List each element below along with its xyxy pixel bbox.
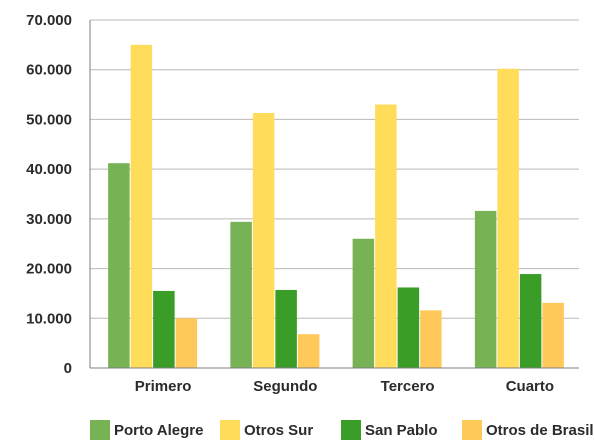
y-tick-label: 0 bbox=[64, 360, 72, 377]
y-tick-label: 70.000 bbox=[26, 12, 72, 29]
bar-porto-alegre-primero bbox=[108, 163, 130, 368]
bar-porto-alegre-segundo bbox=[230, 221, 252, 368]
legend-swatch bbox=[462, 420, 482, 440]
bar-porto-alegre-cuarto bbox=[474, 210, 497, 368]
bar-san-pablo-tercero bbox=[397, 287, 420, 368]
legend-label: San Pablo bbox=[365, 422, 438, 439]
legend-label: Porto Alegre bbox=[114, 422, 203, 439]
bar-otros-sur-cuarto bbox=[497, 68, 519, 368]
legend-item: Otros Sur bbox=[220, 420, 313, 440]
legend-item: San Pablo bbox=[341, 420, 438, 440]
x-category-label: Primero bbox=[135, 378, 192, 395]
legend: Porto Alegre Otros Sur San Pablo Otros de B… bbox=[90, 420, 594, 440]
bar-otros-sur-segundo bbox=[252, 112, 275, 368]
legend-item: Porto Alegre bbox=[90, 420, 203, 440]
legend-swatch bbox=[220, 420, 240, 440]
y-tick-label: 30.000 bbox=[26, 211, 72, 228]
bar-san-pablo-primero bbox=[153, 290, 175, 368]
legend-label: Otros de Brasil bbox=[486, 422, 594, 439]
legend-swatch bbox=[341, 420, 361, 440]
gridlines bbox=[90, 19, 579, 319]
legend-swatch bbox=[90, 420, 110, 440]
y-tick-label: 40.000 bbox=[26, 161, 72, 178]
x-category-labels: Primero Segundo Tercero Cuarto bbox=[135, 378, 554, 395]
bar-otros-sur-tercero bbox=[375, 104, 397, 368]
bar-san-pablo-cuarto bbox=[519, 274, 542, 368]
y-tick-labels: 0 10.000 20.000 30.000 40.000 50.000 60.000 70.… bbox=[26, 12, 72, 377]
bar-otros-sur-primero bbox=[130, 44, 153, 368]
bar-porto-alegre-tercero bbox=[352, 238, 375, 368]
y-tick-label: 20.000 bbox=[26, 261, 72, 278]
legend-label: Otros Sur bbox=[244, 422, 313, 439]
bars bbox=[108, 44, 564, 368]
x-category-label: Tercero bbox=[381, 378, 435, 395]
y-tick-label: 10.000 bbox=[26, 310, 72, 327]
bar-otros-de-brasil-cuarto bbox=[542, 302, 564, 368]
y-tick-label: 60.000 bbox=[26, 62, 72, 79]
x-category-label: Segundo bbox=[253, 378, 317, 395]
bar-otros-de-brasil-tercero bbox=[420, 310, 442, 368]
axes bbox=[89, 20, 579, 369]
legend-item: Otros de Brasil bbox=[462, 420, 594, 440]
bar-otros-de-brasil-primero bbox=[175, 318, 198, 368]
x-category-label: Cuarto bbox=[506, 378, 554, 395]
bar-otros-de-brasil-segundo bbox=[297, 334, 320, 368]
y-tick-label: 50.000 bbox=[26, 111, 72, 128]
bar-san-pablo-segundo bbox=[275, 289, 297, 368]
